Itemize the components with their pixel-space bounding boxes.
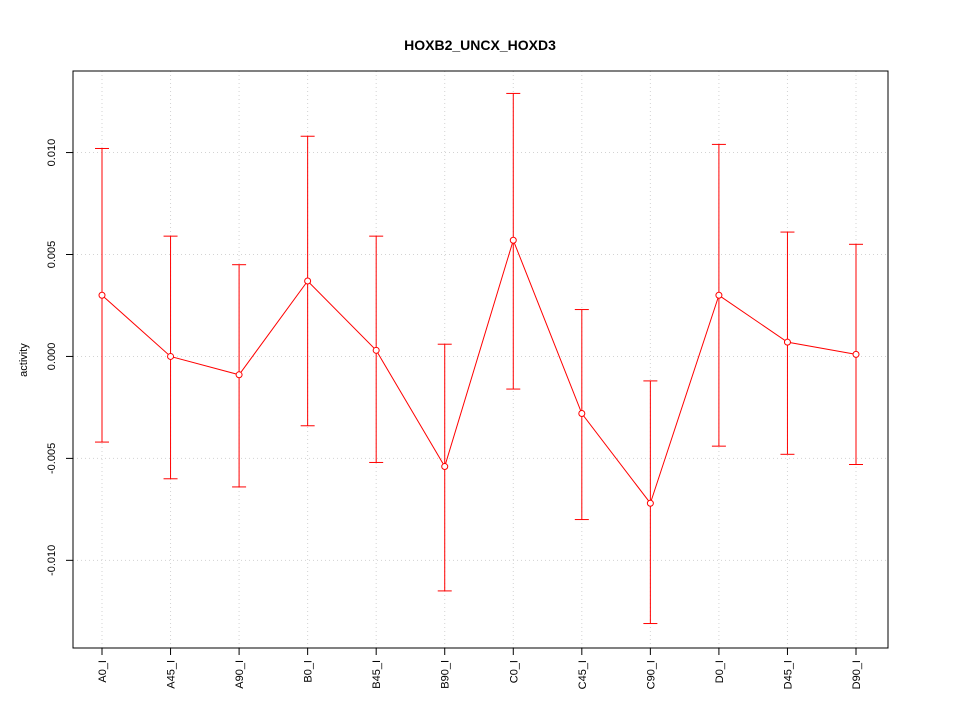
y-tick-label: 0.005 xyxy=(46,241,58,269)
x-tick-label: A45_I xyxy=(166,660,178,689)
data-point xyxy=(167,352,175,360)
data-point xyxy=(98,291,106,299)
data-point xyxy=(646,499,654,507)
data-point xyxy=(441,463,449,471)
data-point xyxy=(509,236,517,244)
series-line xyxy=(101,238,857,505)
x-tick-label: D90_I xyxy=(851,660,863,689)
data-point xyxy=(852,350,860,358)
error-bars xyxy=(95,92,863,625)
x-tick-label: C45_I xyxy=(577,660,589,689)
data-point xyxy=(235,371,243,379)
data-point xyxy=(783,338,791,346)
y-tick-label: -0.010 xyxy=(46,545,58,576)
grid-lines xyxy=(73,71,888,648)
data-point xyxy=(578,410,586,418)
x-tick-label: B45_I xyxy=(371,660,383,689)
x-tick-label: A90_I xyxy=(234,660,246,689)
x-tick-label: B90_I xyxy=(440,660,452,689)
x-tick-label: C90_I xyxy=(645,660,657,689)
data-points xyxy=(98,236,860,507)
y-tick-label: -0.005 xyxy=(46,443,58,474)
y-tick-label: 0.010 xyxy=(46,139,58,167)
plot-frame xyxy=(72,70,889,649)
data-point xyxy=(304,277,312,285)
y-tick-label: 0.000 xyxy=(46,343,58,371)
x-axis: A0_I A45_I A90_I B0_I B45_I B90_I C0_I C45_I C90… xyxy=(97,648,863,689)
data-point xyxy=(372,346,380,354)
x-tick-label: D45_I xyxy=(782,660,794,689)
chart-title: HOXB2_UNCX_HOXD3 xyxy=(404,37,556,53)
x-tick-label: D0_I xyxy=(714,660,726,683)
y-axis-label: activity xyxy=(18,343,30,377)
x-tick-label: A0_I xyxy=(97,660,109,683)
x-tick-label: B0_I xyxy=(303,660,315,683)
series-polyline xyxy=(101,238,857,505)
x-tick-label: C0_I xyxy=(508,660,520,683)
y-axis: -0.010 -0.005 0.000 0.005 0.010 xyxy=(46,139,73,576)
data-point xyxy=(715,291,723,299)
